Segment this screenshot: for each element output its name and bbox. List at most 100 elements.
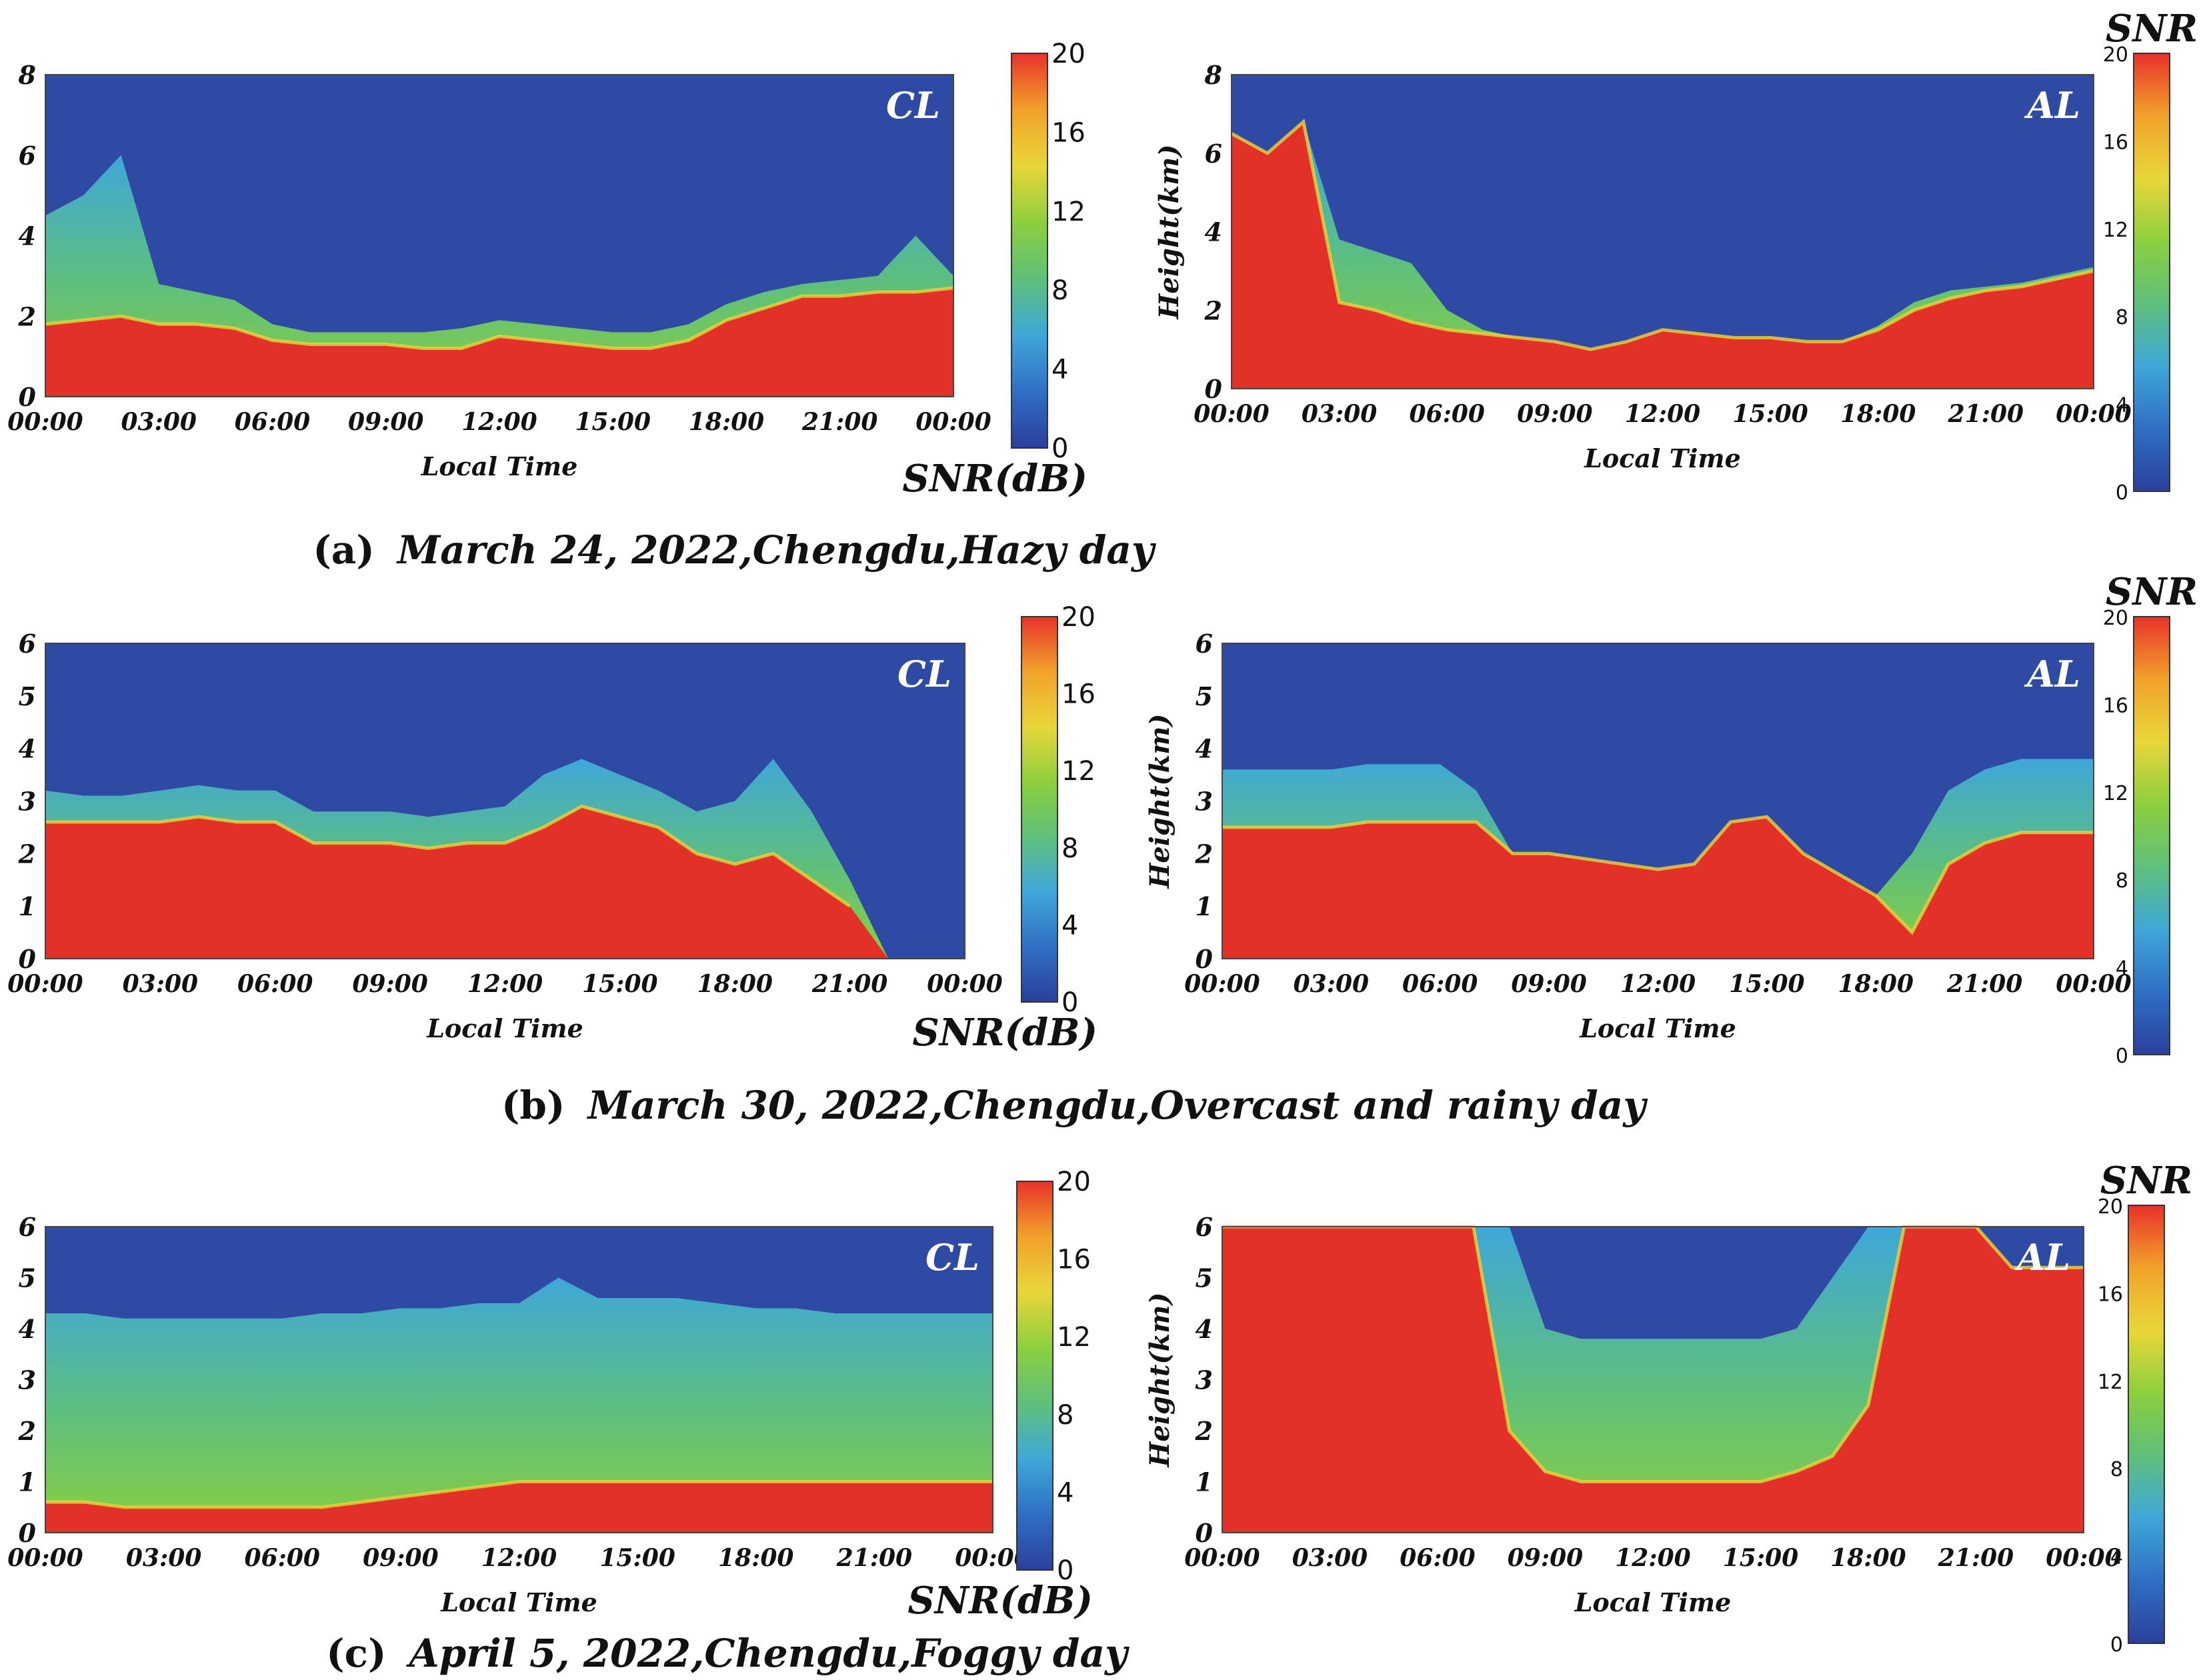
- colorbar-title: SNR: [2106, 7, 2198, 51]
- x-tick-label: 15:00: [599, 1544, 675, 1572]
- y-tick-label: 1: [19, 891, 36, 921]
- x-axis-label: Local Time: [1574, 1587, 1732, 1617]
- colorbar-tick-label: 12: [2103, 782, 2128, 805]
- colorbar: [2133, 616, 2170, 1055]
- strong-signal-area: [45, 288, 953, 397]
- x-tick-label: 21:00: [801, 408, 877, 436]
- colorbar-tick-label: 16: [1061, 679, 1095, 710]
- y-tick-label: 3: [19, 1365, 36, 1395]
- x-tick-label: 09:00: [363, 1544, 438, 1572]
- y-tick-label: 4: [19, 1314, 36, 1344]
- x-tick-label: 15:00: [1723, 1544, 1798, 1572]
- x-tick-label: 06:00: [245, 1544, 320, 1572]
- x-axis-label: Local Time: [426, 1013, 583, 1043]
- x-tick-label: 18:00: [1840, 400, 1916, 428]
- y-tick-label: 4: [19, 221, 36, 251]
- x-axis-label: Local Time: [440, 1587, 597, 1617]
- x-tick-label: 06:00: [1400, 1544, 1475, 1572]
- colorbar-tick-label: 8: [1057, 1400, 1073, 1431]
- panel-tag: CL: [886, 84, 940, 127]
- colorbar: [1016, 1181, 1053, 1571]
- colorbar-tick-label: 0: [2110, 1633, 2123, 1657]
- x-tick-label: 00:00: [2046, 1544, 2121, 1572]
- x-tick-label: 00:00: [1184, 970, 1260, 998]
- x-tick-label: 21:00: [836, 1544, 912, 1572]
- x-tick-label: 21:00: [1946, 970, 2022, 998]
- colorbar-tick-label: 0: [2116, 1045, 2128, 1068]
- colorbar-tick-label: 4: [2116, 394, 2128, 417]
- transition-layer-area: [1232, 121, 2094, 389]
- y-tick-label: 0: [1196, 1518, 1214, 1548]
- colorbar-title: SNR: [2100, 1159, 2192, 1203]
- y-tick-label: 6: [19, 629, 36, 659]
- x-tick-label: 00:00: [2056, 970, 2131, 998]
- x-tick-label: 00:00: [1184, 1544, 1260, 1572]
- y-tick-label: 4: [1196, 1314, 1213, 1344]
- panel-a-right: AL 0 2 4 6 8 00:00 03:00 06:00 09:00 12:00 15:00 18:…: [1154, 7, 2198, 505]
- panel-tag: CL: [925, 1236, 979, 1279]
- y-tick-label: 0: [1196, 944, 1214, 974]
- y-tick-label: 4: [1205, 217, 1222, 247]
- y-tick-label: 6: [1205, 139, 1222, 169]
- colorbar-tick-label: 20: [2103, 43, 2128, 67]
- y-tick-label: 6: [19, 141, 36, 171]
- colorbar-tick-label: 0: [1057, 1555, 1073, 1586]
- strong-signal-area: [1232, 121, 2094, 389]
- x-tick-label: 00:00: [7, 408, 83, 436]
- x-tick-label: 09:00: [1511, 970, 1586, 998]
- x-tick-label: 12:00: [1625, 400, 1700, 428]
- panel-tag: AL: [2024, 84, 2080, 127]
- caption-c: (c) April 5, 2022,Chengdu,Foggy day: [326, 1631, 1130, 1676]
- y-tick-label: 0: [19, 382, 37, 412]
- colorbar-tick-label: 8: [1051, 275, 1068, 306]
- colorbar-tick-label: 8: [2110, 1458, 2123, 1481]
- y-tick-label: 5: [1196, 1263, 1213, 1293]
- y-tick-label: 4: [19, 734, 36, 764]
- x-tick-label: 12:00: [1620, 970, 1696, 998]
- x-tick-label: 06:00: [235, 408, 310, 436]
- x-tick-label: 18:00: [689, 408, 764, 436]
- panel-tag: AL: [2024, 653, 2080, 695]
- colorbar-title: SNR(dB): [907, 1579, 1093, 1623]
- y-tick-label: 5: [19, 681, 36, 711]
- strong-signal-area: [45, 806, 965, 959]
- y-tick-label: 2: [18, 839, 36, 869]
- x-tick-label: 06:00: [1402, 970, 1478, 998]
- colorbar-tick-label: 20: [1051, 39, 1085, 69]
- x-tick-label: 21:00: [1948, 400, 2024, 428]
- x-tick-label: 00:00: [7, 970, 83, 998]
- y-axis-label: Height(km): [1144, 1293, 1176, 1468]
- x-tick-label: 03:00: [126, 1544, 201, 1572]
- colorbar-tick-label: 8: [1061, 833, 1078, 864]
- caption-a: (a) March 24, 2022,Chengdu,Hazy day: [313, 527, 1157, 573]
- x-tick-label: 03:00: [1292, 1544, 1368, 1572]
- y-tick-label: 1: [1196, 1467, 1213, 1497]
- x-tick-label: 15:00: [1732, 400, 1808, 428]
- x-tick-label: 09:00: [1508, 1544, 1583, 1572]
- x-tick-label: 06:00: [237, 970, 313, 998]
- x-tick-label: 00:00: [7, 1544, 83, 1572]
- colorbar-tick-label: 16: [2103, 694, 2128, 717]
- colorbar: [1021, 616, 1058, 1003]
- colorbar-tick-label: 4: [2116, 957, 2128, 981]
- colorbar-tick-label: 16: [2098, 1283, 2123, 1306]
- plot-frame: [45, 643, 965, 959]
- strong-signal-area: [1222, 817, 2094, 959]
- layer-edge-line: [45, 1480, 993, 1509]
- y-tick-label: 3: [19, 787, 36, 817]
- y-tick-label: 5: [1196, 681, 1213, 711]
- x-tick-label: 18:00: [1838, 970, 1914, 998]
- strong-signal-area: [45, 1481, 993, 1533]
- x-tick-label: 09:00: [348, 408, 423, 436]
- panel-tag: CL: [897, 653, 951, 695]
- x-tick-label: 15:00: [1729, 970, 1804, 998]
- y-tick-label: 8: [18, 60, 36, 90]
- plot-frame: [45, 1226, 993, 1533]
- y-tick-label: 5: [19, 1263, 36, 1293]
- colorbar: [2128, 1205, 2165, 1644]
- y-tick-label: 0: [19, 1518, 37, 1548]
- x-tick-label: 15:00: [575, 408, 651, 436]
- panels-layer: CL 0 2 4 6 8 00:00 03:00 06:00 09:00 12:00 15:00 18:…: [7, 7, 2198, 1657]
- y-tick-label: 1: [19, 1467, 36, 1497]
